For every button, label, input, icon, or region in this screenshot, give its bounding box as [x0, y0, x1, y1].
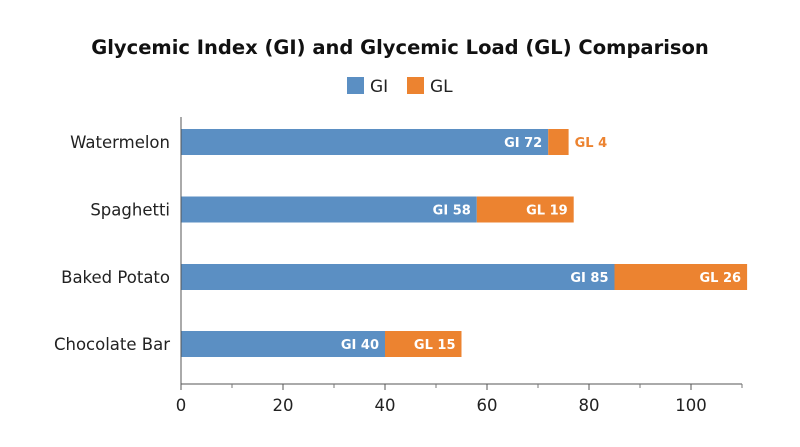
bar-gi	[181, 129, 549, 155]
bar-label-gl: GL 4	[575, 136, 608, 151]
legend-swatch-gi	[347, 77, 364, 94]
bar-label-gi: GI 72	[504, 136, 542, 151]
bar-label-gl: GL 19	[526, 204, 568, 219]
bar-gi	[181, 264, 615, 290]
bar-label-gl: GL 15	[414, 338, 456, 353]
bar-gi	[181, 331, 385, 357]
legend: GI GL	[347, 77, 453, 97]
bar-label-gl: GL 26	[700, 271, 742, 286]
bar-gl	[385, 331, 462, 357]
legend-label-gi: GI	[370, 77, 388, 97]
bar-gl	[614, 264, 748, 290]
category-label: Watermelon	[70, 133, 170, 152]
chart-title: Glycemic Index (GI) and Glycemic Load (G…	[91, 36, 709, 59]
bar-label-gi: GI 85	[570, 271, 608, 286]
bar-gl	[548, 129, 569, 155]
x-tick-label: 0	[176, 396, 187, 415]
bar-label-gi: GI 40	[341, 338, 379, 353]
x-tick-label: 40	[375, 396, 396, 415]
x-tick-label: 20	[273, 396, 294, 415]
x-tick-label: 60	[477, 396, 498, 415]
category-label: Chocolate Bar	[54, 335, 170, 354]
x-tick-label: 100	[675, 396, 707, 415]
category-label: Baked Potato	[61, 268, 170, 287]
legend-label-gl: GL	[430, 77, 453, 97]
bar-label-gi: GI 58	[433, 204, 471, 219]
legend-swatch-gl	[407, 77, 424, 94]
category-label: Spaghetti	[90, 201, 170, 220]
bar-gi	[181, 196, 477, 223]
x-tick-label: 80	[579, 396, 600, 415]
plot-area: Watermelon GI 72 GL 4 Spaghetti GI 58 GL 19 Ba…	[54, 117, 748, 415]
bar-gl	[476, 196, 574, 223]
